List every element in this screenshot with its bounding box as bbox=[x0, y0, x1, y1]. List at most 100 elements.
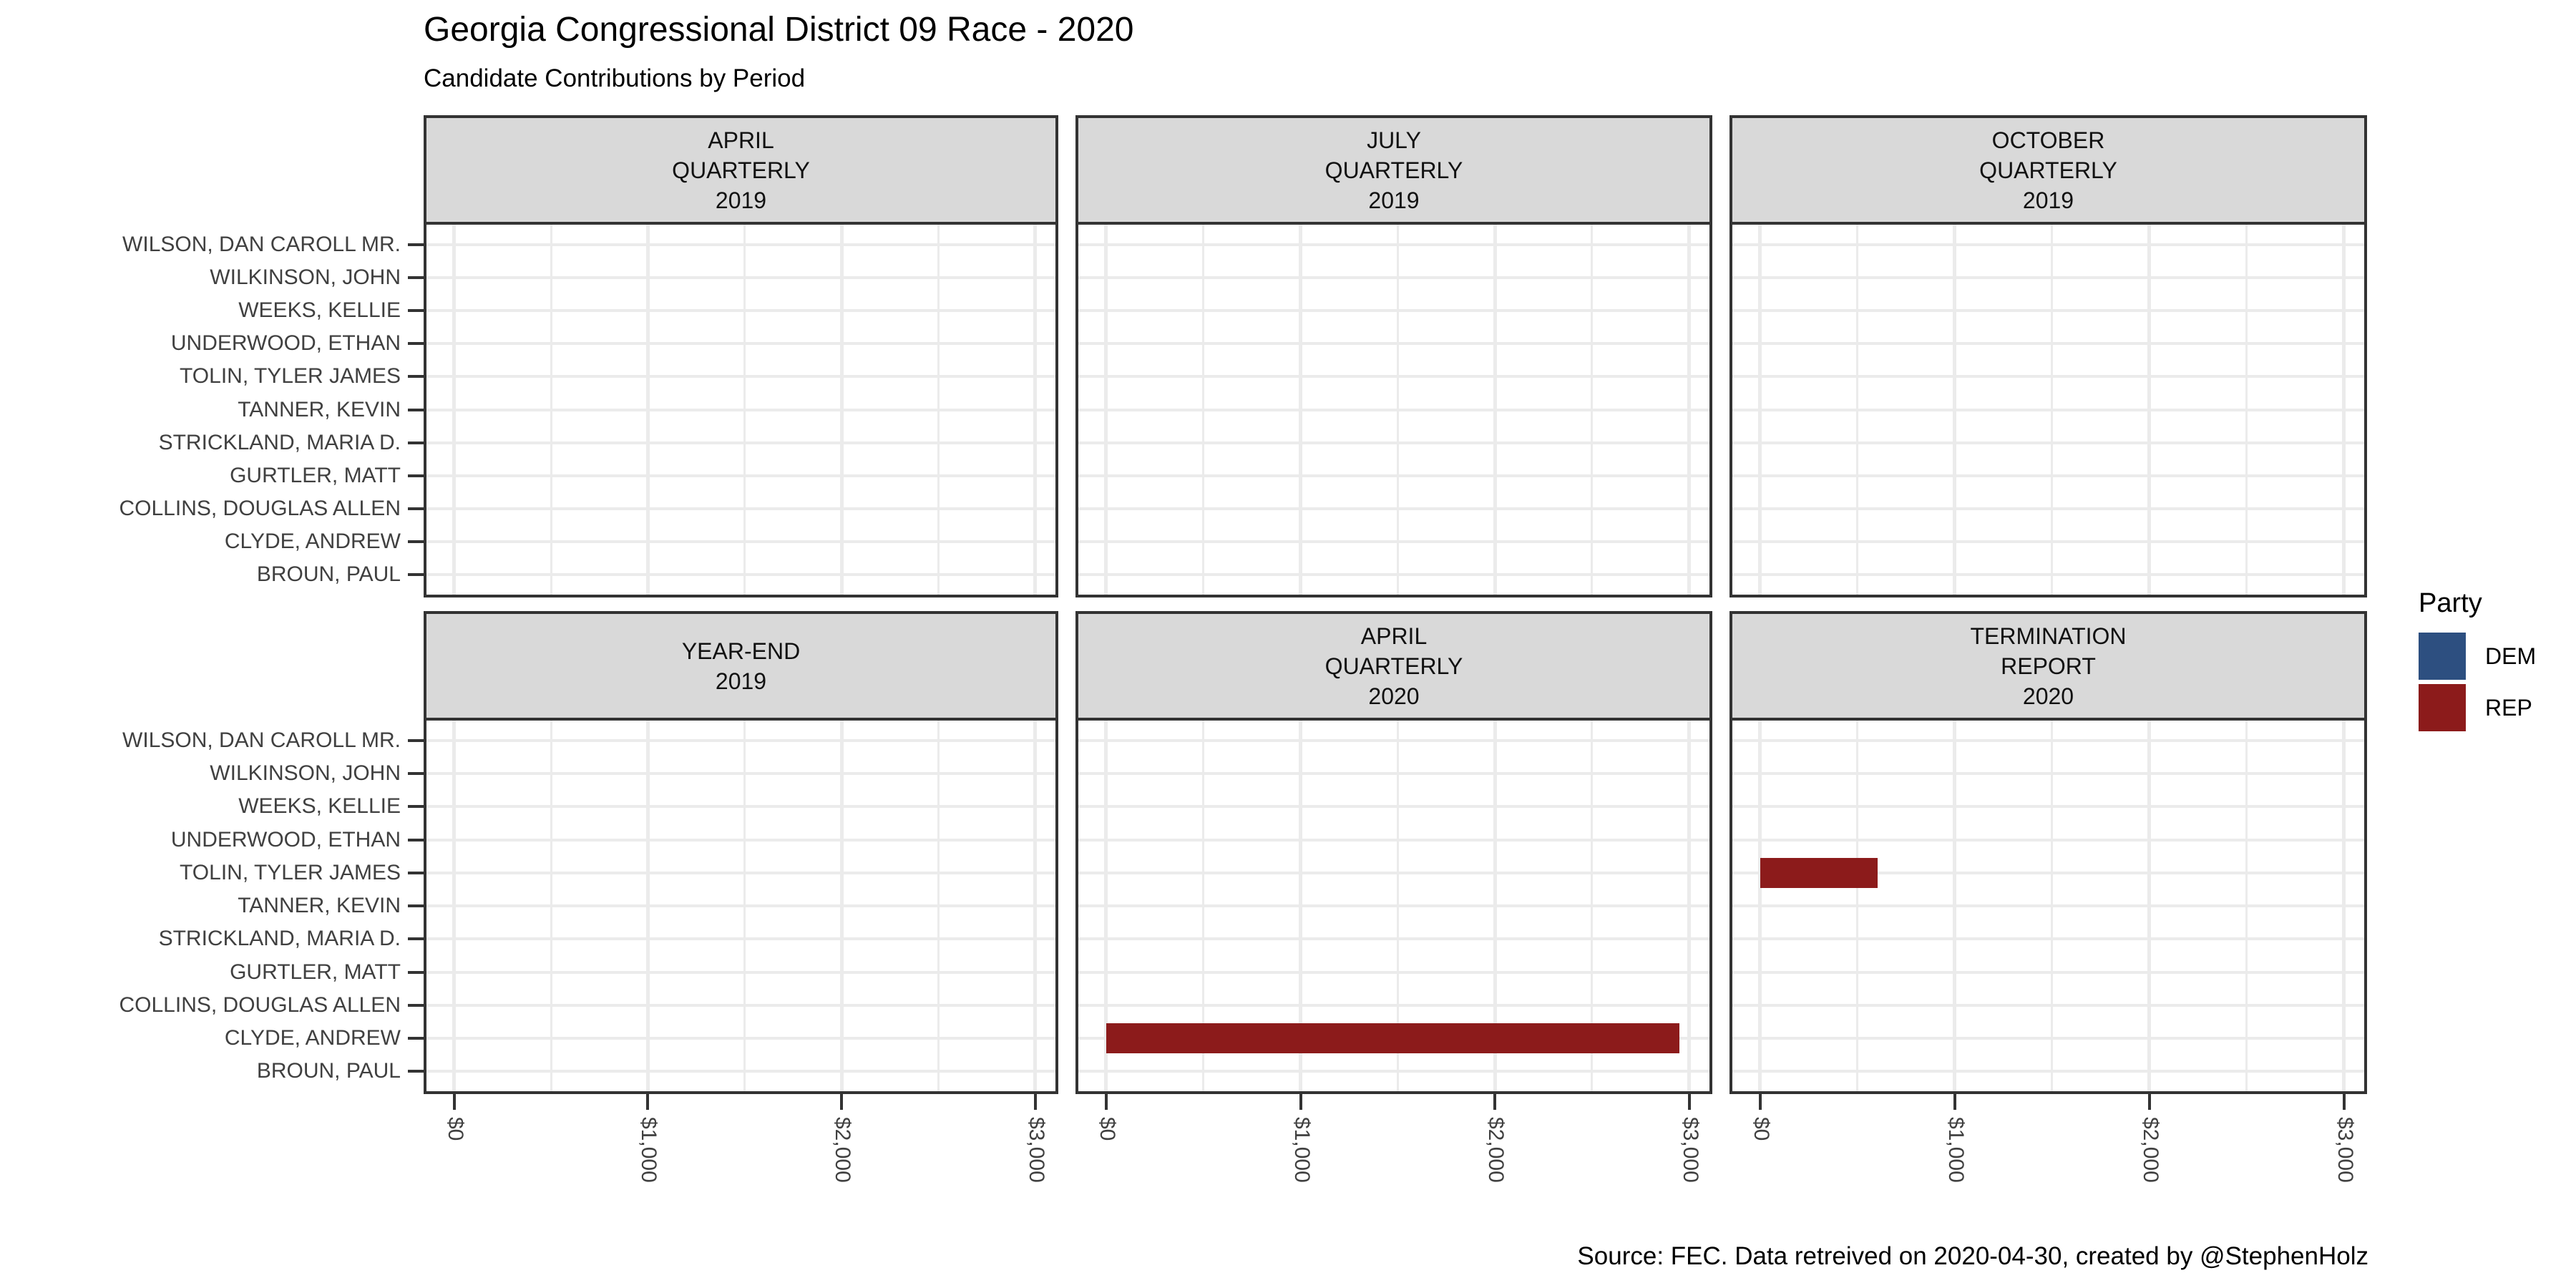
y-tick-mark bbox=[408, 904, 424, 907]
x-tick-label: $3,000 bbox=[1678, 1117, 1702, 1183]
gridline-major-horizontal bbox=[1078, 1070, 1709, 1073]
gridline-major-horizontal bbox=[1078, 838, 1709, 841]
facet-strip-label: 2020 bbox=[1368, 683, 1420, 709]
y-tick-mark bbox=[408, 375, 424, 379]
legend-label-rep: REP bbox=[2485, 695, 2532, 721]
x-tick-mark bbox=[840, 1094, 844, 1110]
gridline-major-horizontal bbox=[1732, 805, 2364, 809]
y-tick-mark bbox=[408, 805, 424, 809]
facet-strip-label: JULY bbox=[1367, 127, 1421, 153]
facet-strip-label: TERMINATION bbox=[1970, 623, 2127, 649]
gridline-major-horizontal bbox=[1078, 573, 1709, 577]
bar bbox=[1760, 857, 1878, 888]
gridline-major-horizontal bbox=[1078, 309, 1709, 312]
x-tick-mark bbox=[646, 1094, 650, 1110]
x-tick-label: $1,000 bbox=[637, 1117, 661, 1183]
gridline-major-horizontal bbox=[1732, 474, 2364, 477]
gridline-major-horizontal bbox=[1732, 1037, 2364, 1040]
gridline-major-horizontal bbox=[426, 1070, 1055, 1073]
y-tick-mark bbox=[408, 1003, 424, 1007]
y-tick-mark bbox=[408, 342, 424, 346]
gridline-major-horizontal bbox=[1732, 573, 2364, 577]
panel-plot-area bbox=[1732, 721, 2364, 1091]
gridline-major-horizontal bbox=[1078, 474, 1709, 477]
x-tick-mark bbox=[1033, 1094, 1037, 1110]
y-axis-label: CLYDE, ANDREW bbox=[224, 530, 401, 554]
gridline-major-horizontal bbox=[1732, 970, 2364, 974]
y-axis-label: TOLIN, TYLER JAMES bbox=[180, 860, 401, 884]
gridline-major-horizontal bbox=[1078, 871, 1709, 874]
x-tick-label: $2,000 bbox=[1484, 1117, 1508, 1183]
gridline-major-horizontal bbox=[1732, 540, 2364, 544]
gridline-major-horizontal bbox=[426, 573, 1055, 577]
legend-title: Party bbox=[2419, 588, 2482, 618]
gridline-major-horizontal bbox=[426, 474, 1055, 477]
facet-strip-label: YEAR-END bbox=[681, 638, 801, 664]
y-axis-label: WEEKS, KELLIE bbox=[238, 794, 401, 819]
y-tick-mark bbox=[408, 441, 424, 444]
gridline-major-horizontal bbox=[1078, 243, 1709, 246]
panel-plot-area bbox=[426, 225, 1055, 595]
y-axis-label: WILSON, DAN CAROLL MR. bbox=[122, 728, 401, 752]
gridline-major-horizontal bbox=[1078, 937, 1709, 941]
facet-strip: TERMINATION REPORT 2020 bbox=[1729, 611, 2367, 721]
panel-plot-area bbox=[1078, 721, 1709, 1091]
gridline-major-horizontal bbox=[426, 275, 1055, 279]
gridline-major-horizontal bbox=[426, 805, 1055, 809]
gridline-major-horizontal bbox=[1732, 1070, 2364, 1073]
y-axis-label: COLLINS, DOUGLAS ALLEN bbox=[119, 992, 401, 1017]
x-tick-mark bbox=[1104, 1094, 1108, 1110]
gridline-major-horizontal bbox=[1732, 243, 2364, 246]
facet-panel bbox=[424, 222, 1058, 597]
facet-strip: APRIL QUARTERLY 2019 bbox=[424, 115, 1058, 225]
x-tick-label: $3,000 bbox=[1024, 1117, 1048, 1183]
facet-strip: YEAR-END 2019 bbox=[424, 611, 1058, 721]
legend-swatch-dem bbox=[2419, 633, 2466, 680]
gridline-major-horizontal bbox=[1078, 540, 1709, 544]
gridline-major-horizontal bbox=[426, 342, 1055, 346]
x-tick-mark bbox=[1299, 1094, 1302, 1110]
y-tick-mark bbox=[408, 738, 424, 742]
x-tick-mark bbox=[1493, 1094, 1497, 1110]
facet-strip-label: 2019 bbox=[1368, 187, 1420, 213]
gridline-major-horizontal bbox=[1732, 1003, 2364, 1007]
facet-strip: APRIL QUARTERLY 2020 bbox=[1075, 611, 1712, 721]
gridline-major-horizontal bbox=[426, 1003, 1055, 1007]
facet-strip-label: QUARTERLY bbox=[1324, 157, 1463, 183]
gridline-major-horizontal bbox=[1078, 1003, 1709, 1007]
y-tick-mark bbox=[408, 309, 424, 312]
y-axis-label: TOLIN, TYLER JAMES bbox=[180, 364, 401, 389]
gridline-major-horizontal bbox=[426, 838, 1055, 841]
facet-strip-label: 2020 bbox=[2022, 683, 2074, 709]
facet-strip: OCTOBER QUARTERLY 2019 bbox=[1729, 115, 2367, 225]
gridline-major-horizontal bbox=[426, 970, 1055, 974]
x-tick-mark bbox=[452, 1094, 456, 1110]
gridline-major-horizontal bbox=[1078, 441, 1709, 444]
x-tick-label: $0 bbox=[1095, 1117, 1119, 1141]
y-tick-mark bbox=[408, 937, 424, 941]
y-tick-mark bbox=[408, 573, 424, 577]
y-tick-mark bbox=[408, 838, 424, 841]
facet-panel bbox=[1729, 718, 2367, 1094]
gridline-major-horizontal bbox=[1732, 342, 2364, 346]
x-tick-label: $2,000 bbox=[2138, 1117, 2162, 1183]
y-axis-label: WEEKS, KELLIE bbox=[238, 298, 401, 322]
gridline-major-horizontal bbox=[426, 540, 1055, 544]
y-tick-mark bbox=[408, 540, 424, 544]
y-axis-label: STRICKLAND, MARIA D. bbox=[158, 430, 401, 454]
gridline-major-horizontal bbox=[1078, 904, 1709, 907]
y-tick-mark bbox=[408, 871, 424, 874]
gridline-major-horizontal bbox=[1078, 772, 1709, 775]
x-tick-mark bbox=[2147, 1094, 2151, 1110]
x-tick-mark bbox=[1687, 1094, 1691, 1110]
y-axis-label: TANNER, KEVIN bbox=[238, 894, 401, 917]
gridline-major-horizontal bbox=[426, 507, 1055, 510]
facet-strip-label: REPORT bbox=[2001, 653, 2096, 679]
facet-strip-label: QUARTERLY bbox=[1324, 653, 1463, 679]
x-tick-label: $2,000 bbox=[831, 1117, 855, 1183]
y-axis-label: TANNER, KEVIN bbox=[238, 397, 401, 421]
gridline-major-horizontal bbox=[426, 772, 1055, 775]
y-tick-mark bbox=[408, 507, 424, 510]
facet-strip-label: 2019 bbox=[2022, 187, 2074, 213]
